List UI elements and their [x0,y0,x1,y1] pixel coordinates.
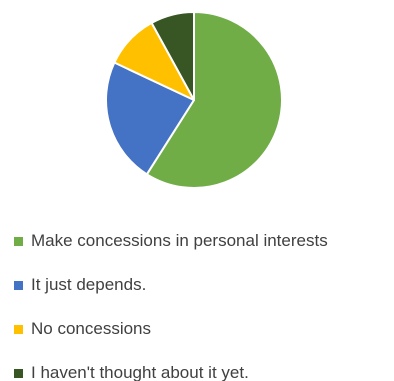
legend-label: I haven't thought about it yet. [31,363,249,381]
legend-swatch [14,236,23,246]
legend-item-no-concessions: No concessions [14,319,386,339]
pie-slice-3 [150,11,195,101]
legend-swatch [14,324,23,334]
legend-swatch [14,368,23,378]
legend-label: Make concessions in personal interests [31,231,328,250]
legend-item-make-concessions: Make concessions in personal interests [14,231,386,251]
legend: Make concessions in personal interests I… [14,231,386,381]
pie-chart [105,11,283,189]
legend-label: It just depends. [31,275,147,294]
legend-label: No concessions [31,319,152,338]
legend-swatch [14,280,23,290]
legend-item-not-thought: I haven't thought about it yet. [14,363,386,381]
pie-slice-0 [145,11,283,189]
legend-item-it-depends: It just depends. [14,275,386,295]
